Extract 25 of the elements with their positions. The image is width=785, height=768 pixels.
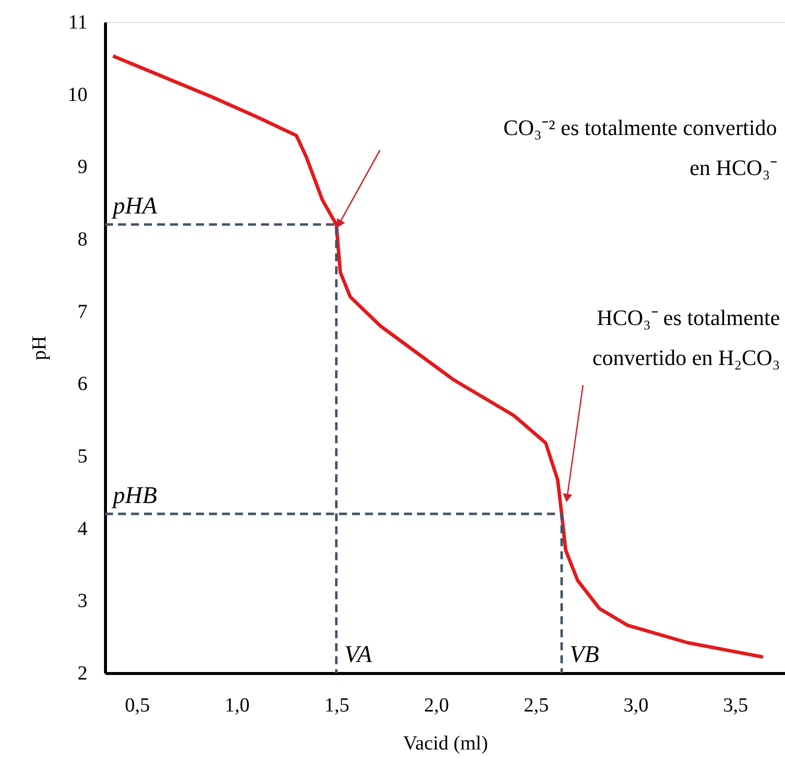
annotation: VA <box>344 642 372 668</box>
y-tick-label: 8 <box>78 228 88 250</box>
y-tick-label: 10 <box>68 84 88 106</box>
annotation: pHA <box>111 194 158 220</box>
x-tick-label: 0,5 <box>124 694 150 716</box>
y-tick-label: 5 <box>78 446 88 468</box>
x-tick-label: 1,5 <box>324 694 350 716</box>
x-tick-label: 1,0 <box>224 694 250 716</box>
y-tick-label: 3 <box>78 590 88 612</box>
y-tick-label: 2 <box>78 662 88 684</box>
x-axis-title: Vacid (ml) <box>403 732 488 754</box>
x-tick-label: 3,0 <box>623 694 648 716</box>
x-tick-label: 3,5 <box>723 694 748 716</box>
annotation: pHB <box>111 482 158 509</box>
annotation: CO₃⁻² es totalmente convertido en HCO₃⁻ <box>503 115 777 180</box>
annotation: HCO₃⁻ es totalmente convertido en H₂CO₃ <box>592 305 780 370</box>
y-tick-label: 7 <box>78 300 88 323</box>
y-tick-label: 9 <box>78 156 88 178</box>
y-tick-label: 6 <box>78 373 88 396</box>
y-axis-title: pH <box>28 336 50 360</box>
y-tick-label: 11 <box>68 12 88 34</box>
y-tick-label: 4 <box>78 518 88 540</box>
x-tick-label: 2,0 <box>424 694 450 716</box>
x-tick-label: 2,5 <box>524 694 549 716</box>
annotation: VB <box>570 642 600 668</box>
